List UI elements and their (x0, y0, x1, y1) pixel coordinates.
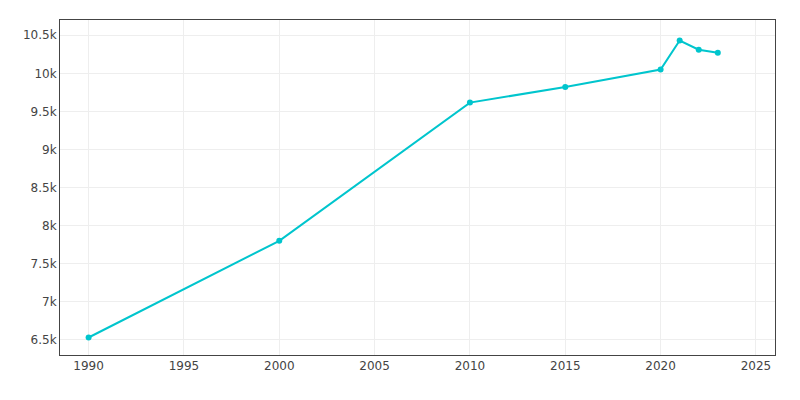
svg-text:10.5k: 10.5k (23, 28, 57, 42)
svg-text:2015: 2015 (550, 359, 581, 373)
svg-text:10k: 10k (34, 67, 56, 81)
svg-text:2025: 2025 (741, 359, 772, 373)
svg-text:2010: 2010 (455, 359, 486, 373)
svg-text:7.5k: 7.5k (31, 257, 57, 271)
svg-text:7k: 7k (42, 295, 57, 309)
svg-text:9.5k: 9.5k (31, 105, 57, 119)
svg-text:9k: 9k (42, 143, 57, 157)
svg-text:8.5k: 8.5k (31, 181, 57, 195)
svg-text:2005: 2005 (359, 359, 390, 373)
svg-text:6.5k: 6.5k (31, 333, 57, 347)
svg-text:8k: 8k (42, 219, 57, 233)
svg-text:1990: 1990 (73, 359, 104, 373)
svg-text:1995: 1995 (169, 359, 200, 373)
svg-text:2000: 2000 (264, 359, 295, 373)
svg-text:2020: 2020 (645, 359, 676, 373)
